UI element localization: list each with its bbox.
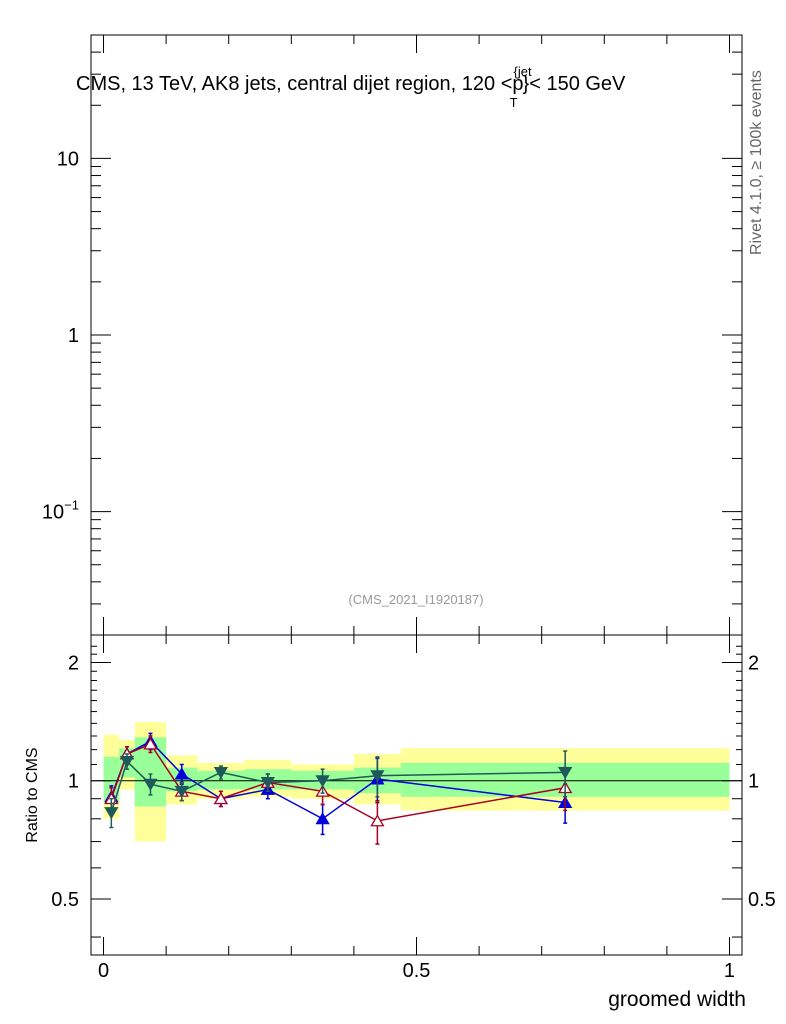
title-suffix: }< 150 GeV (523, 73, 627, 95)
ratio-uncertainty-bands (103, 722, 730, 842)
rivet-version-label: Rivet 4.1.0, ≥ 100k events (748, 70, 765, 255)
plot-title: CMS, 13 TeV, AK8 jets, central dijet reg… (76, 64, 626, 110)
main-axis-ticks: 10 1 10−1 (42, 34, 742, 636)
x-tick-label: 0 (98, 960, 109, 982)
data-point (119, 755, 135, 769)
data-point (104, 807, 119, 820)
main-y-tick-label: 10−1 (42, 498, 79, 524)
data-point (315, 812, 330, 825)
x-tick-label: 1 (724, 960, 735, 982)
data-point (315, 775, 330, 788)
ratio-y-tick-label-right: 0.5 (748, 889, 776, 911)
ratio-axis-ticks: 0.5 0.5 1 1 2 2 0 0.5 1 (51, 635, 776, 982)
data-point (213, 792, 229, 805)
data-point (213, 766, 229, 780)
series-2 (104, 750, 573, 829)
data-point (260, 777, 275, 790)
title-subscript: T (510, 95, 518, 110)
x-axis-label: groomed width (608, 988, 746, 1011)
ratio-y-tick-label-left: 1 (68, 771, 79, 793)
ratio-y-axis-label: Ratio to CMS (24, 747, 41, 842)
data-point (143, 737, 158, 750)
x-tick-label: 0.5 (403, 960, 431, 982)
ratio-y-tick-label-right: 1 (748, 771, 759, 793)
data-point (174, 767, 189, 780)
analysis-watermark: (CMS_2021_I1920187) (348, 592, 483, 607)
data-point (558, 766, 573, 780)
main-y-tick-label: 10 (57, 148, 79, 170)
inner-band-0 (103, 756, 120, 803)
main-y-tick-label: 1 (68, 325, 79, 347)
ratio-y-tick-label-right: 2 (748, 653, 759, 675)
data-point (174, 785, 189, 798)
ratio-series-group (104, 732, 573, 845)
ratio-y-tick-label-left: 0.5 (51, 889, 79, 911)
title-superscript: {jet (514, 64, 532, 79)
ratio-y-tick-label-left: 2 (68, 653, 79, 675)
data-point (370, 814, 385, 827)
data-point (143, 778, 158, 791)
main-plot-frame (90, 34, 743, 636)
data-point (370, 770, 385, 783)
